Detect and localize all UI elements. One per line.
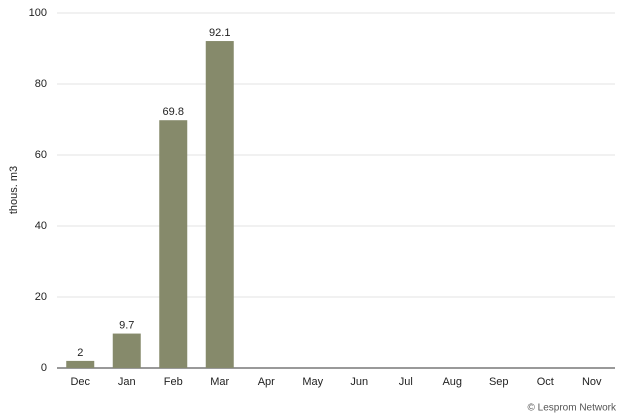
y-axis-label: thous. m3 [8, 166, 20, 214]
x-tick-label: Aug [442, 376, 462, 388]
x-tick-label: Jul [399, 376, 413, 388]
y-tick-label: 20 [35, 291, 47, 303]
credit: © Lesprom Network [527, 403, 617, 414]
x-tick-label: Nov [582, 376, 602, 388]
x-tick-label: Oct [537, 376, 554, 388]
x-tick-label: Jan [118, 376, 136, 388]
bar [205, 41, 234, 369]
y-tick-label: 60 [35, 149, 47, 161]
x-tick-label: Dec [70, 376, 90, 388]
x-tick-label: Apr [258, 376, 275, 388]
bar [112, 333, 141, 368]
bar [159, 120, 188, 369]
data-label: 2 [77, 347, 83, 359]
y-tick-label: 80 [35, 78, 47, 90]
data-label: 9.7 [119, 319, 134, 331]
y-tick-label: 100 [29, 7, 47, 19]
y-tick-label: 40 [35, 220, 47, 232]
x-tick-label: Jun [350, 376, 368, 388]
bar [66, 360, 95, 368]
data-label: 92.1 [209, 27, 230, 39]
x-tick-label: Feb [164, 376, 183, 388]
x-tick-label: May [302, 376, 323, 388]
y-tick-label: 0 [41, 362, 47, 374]
data-label: 69.8 [163, 106, 184, 118]
x-tick-label: Sep [489, 376, 509, 388]
x-tick-label: Mar [210, 376, 229, 388]
